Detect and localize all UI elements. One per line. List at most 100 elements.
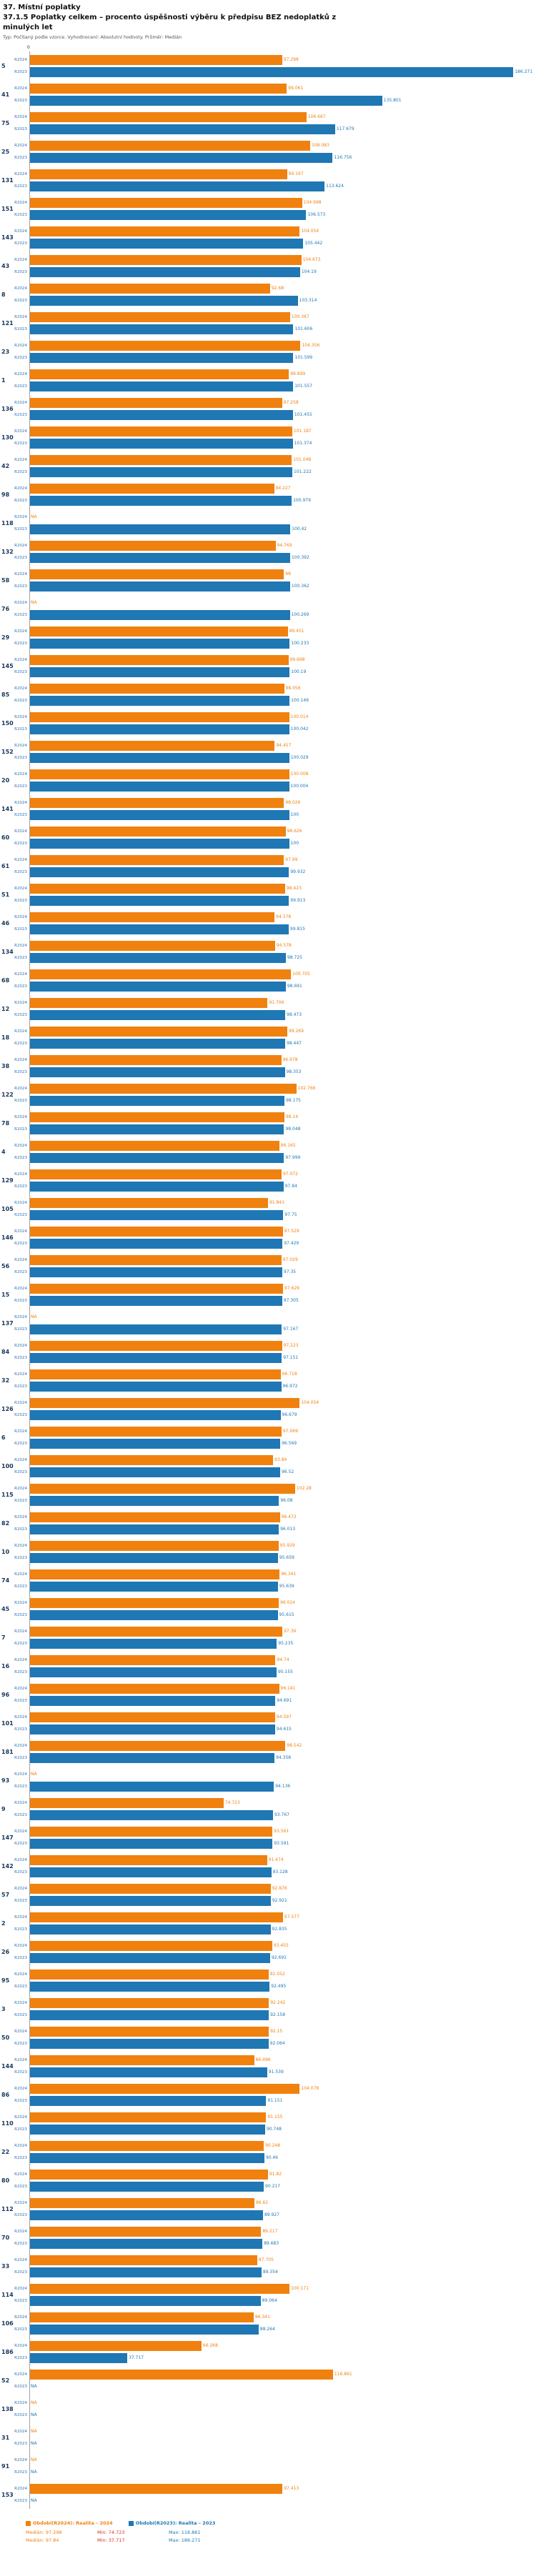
value-label: 97.35 <box>283 1269 297 1274</box>
bar-line-r2023: R2023 89.354 <box>13 2267 536 2278</box>
bar-zone: 94.597 <box>29 1712 536 1723</box>
tick-label: R2023 <box>14 184 27 189</box>
row-bars: R2024 94.578 R2023 98.725 <box>13 940 536 964</box>
row-bars: R2024 99.698 R2023 100.19 <box>13 654 536 678</box>
value-label: 97.75 <box>284 1212 297 1217</box>
value-label: 94.457 <box>276 743 292 748</box>
row-id: 101 <box>1 1719 14 1727</box>
value-label: 97.305 <box>283 1298 299 1303</box>
bar-zone: 90.46 <box>29 2152 536 2164</box>
chart-row: 8 R2024 92.68 R2023 103.314 <box>0 280 536 309</box>
bar-line-r2023: R2023 100 <box>13 809 536 821</box>
bar-r2023 <box>29 1609 278 1620</box>
bar-line-r2024: R2024 NA <box>13 1312 536 1323</box>
tick-label: R2023 <box>14 1612 27 1617</box>
bar-r2024 <box>29 2140 264 2151</box>
bar-zone: 96.52 <box>29 1467 536 1478</box>
chart-row: 130 R2024 101.187 R2023 101.374 <box>0 423 536 451</box>
bar-zone: 98.353 <box>29 1067 536 1078</box>
bar-line-r2024: R2024 NA <box>13 2426 536 2437</box>
chart-row: 70 R2024 89.217 R2023 89.683 <box>0 2223 536 2252</box>
value-label: 101.048 <box>293 457 312 462</box>
bar-line-r2023: R2023 95.155 <box>13 1667 536 1678</box>
tick-label: R2024 <box>14 1200 27 1205</box>
bar-line-r2023: R2023 101.557 <box>13 381 536 392</box>
row-bars: R2024 104.673 R2023 104.19 <box>13 254 536 278</box>
value-label: 101.455 <box>294 412 312 417</box>
value-label: 99.815 <box>289 927 305 932</box>
row-bars: R2024 104.054 R2023 105.442 <box>13 226 536 249</box>
row-bars: R2024 NA R2023 94.136 <box>13 1769 536 1792</box>
bar-r2023 <box>29 1638 277 1649</box>
row-id: 60 <box>1 834 10 841</box>
bar-zone: 98.026 <box>29 797 536 809</box>
value-label: 94.597 <box>276 1714 292 1719</box>
bar-line-r2023: R2023 96.013 <box>13 1524 536 1535</box>
value-label: 86.496 <box>255 2057 271 2062</box>
row-bars: R2024 86.62 R2023 89.927 <box>13 2197 536 2221</box>
chart-row: 121 R2024 100.367 R2023 101.606 <box>0 309 536 337</box>
bar-r2023 <box>29 1038 285 1049</box>
bar-zone: 99.269 <box>29 1026 536 1037</box>
chart-row: 45 R2024 96.024 R2023 95.615 <box>0 1594 536 1623</box>
row-bars: R2024 100.014 R2023 100.042 <box>13 712 536 735</box>
bar-zone: 100 <box>29 838 536 849</box>
bar-zone: 97.029 <box>29 1254 536 1266</box>
tick-label: R2023 <box>14 927 27 932</box>
tick-label: R2024 <box>14 1800 27 1805</box>
value-label: 97.069 <box>282 1429 298 1434</box>
tick-label: R2024 <box>14 1543 27 1548</box>
bar-r2024 <box>29 1112 284 1122</box>
bar-r2023 <box>29 638 290 649</box>
row-id: 186 <box>1 2348 14 2355</box>
tick-label: R2024 <box>14 1514 27 1519</box>
chart-row: 60 R2024 98.626 R2023 100 <box>0 823 536 852</box>
bar-line-r2023: R2023 37.717 <box>13 2352 536 2364</box>
bar-r2023 <box>29 1752 275 1763</box>
bar-zone: 92.242 <box>29 1997 536 2009</box>
bar-zone: NA <box>29 511 536 523</box>
value-label: 97.072 <box>282 1172 298 1177</box>
row-bars: R2024 NA R2023 100.269 <box>13 597 536 621</box>
na-label: NA <box>31 2412 37 2417</box>
bar-zone: 104.054 <box>29 226 536 237</box>
bar-r2023 <box>29 695 290 706</box>
bar-r2024 <box>29 769 289 779</box>
value-label: 92.495 <box>271 1984 287 1989</box>
value-label: 94.378 <box>276 914 292 919</box>
bar-line-r2023: R2023 93.128 <box>13 1867 536 1878</box>
chart-row: 151 R2024 104.998 R2023 106.573 <box>0 194 536 223</box>
value-label: 94.615 <box>277 1727 292 1732</box>
bar-line-r2024: R2024 NA <box>13 1769 536 1780</box>
bar-zone: 87.705 <box>29 2255 536 2266</box>
bar-line-r2023: R2023 100.362 <box>13 581 536 592</box>
bar-line-r2023: R2023 97.305 <box>13 1295 536 1307</box>
value-label: 99.932 <box>290 869 306 874</box>
row-bars: R2024 99.269 R2023 98.447 <box>13 1026 536 1049</box>
bar-line-r2023: R2023 100.233 <box>13 638 536 649</box>
bar-line-r2024: R2024 93.84 <box>13 1454 536 1466</box>
tick-label: R2024 <box>14 857 27 862</box>
row-bars: R2024 NA R2023 97.167 <box>13 1312 536 1335</box>
bar-zone: 89.683 <box>29 2238 536 2250</box>
bar-r2024 <box>29 2083 300 2094</box>
bar-r2023 <box>29 124 335 134</box>
bar-zone: 100.979 <box>29 495 536 506</box>
bar-r2024 <box>29 169 287 179</box>
chart-row: 15 R2024 97.629 R2023 97.305 <box>0 1280 536 1309</box>
bar-line-r2023: R2023 100.149 <box>13 695 536 707</box>
row-bars: R2024 97.223 R2023 97.151 <box>13 1340 536 1364</box>
bar-zone: 86.62 <box>29 2197 536 2209</box>
bar-zone: 100.362 <box>29 581 536 592</box>
bar-r2024 <box>29 1940 272 1951</box>
tick-label: R2024 <box>14 2057 27 2062</box>
bar-r2023 <box>29 2124 265 2135</box>
bar-r2024 <box>29 626 288 636</box>
legend-swatch-r2023-icon <box>128 2520 134 2526</box>
bar-r2024 <box>29 969 292 979</box>
bar-zone: 91.151 <box>29 2095 536 2107</box>
bar-r2023 <box>29 1724 275 1734</box>
tick-label: R2023 <box>14 1298 27 1303</box>
value-label: 100.979 <box>293 498 311 503</box>
bar-r2023 <box>29 552 290 563</box>
